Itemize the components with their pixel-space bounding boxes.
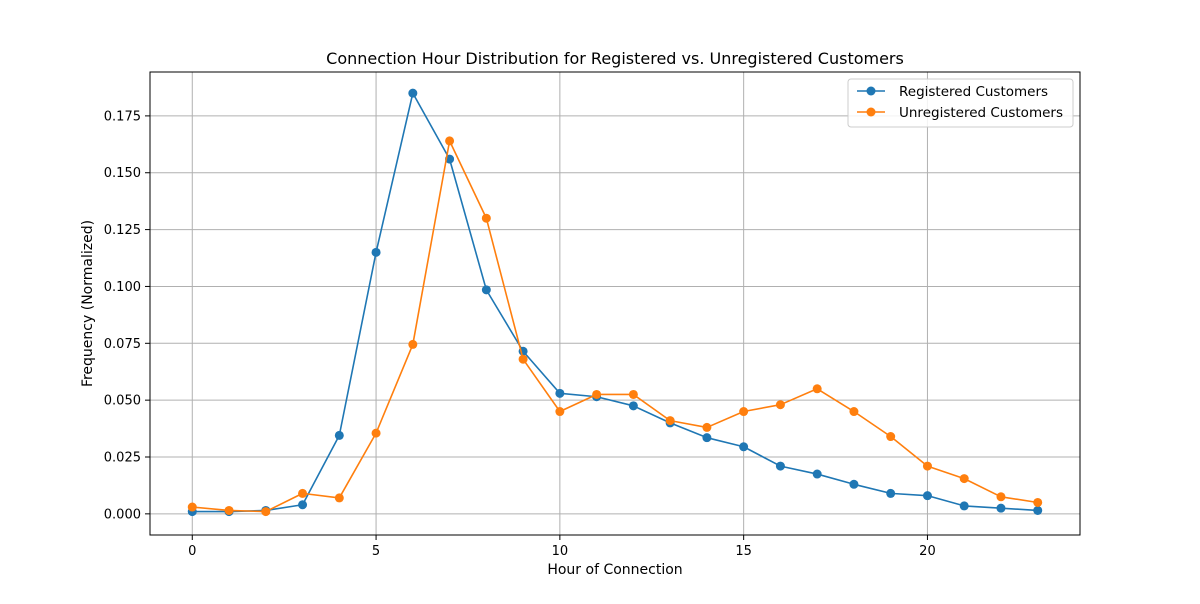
y-tick-label: 0.125 xyxy=(104,223,141,238)
data-point-unregistered-customers xyxy=(592,389,602,399)
x-axis-label: Hour of Connection xyxy=(547,562,682,578)
data-point-registered-customers xyxy=(886,488,896,498)
legend-item-registered-customers: Registered Customers xyxy=(857,84,1048,100)
legend-box xyxy=(847,78,1074,128)
x-tick-label: 20 xyxy=(919,544,936,559)
data-point-unregistered-customers xyxy=(518,354,528,364)
data-point-registered-customers xyxy=(555,388,565,398)
legend: Registered Customers Unregistered Custome… xyxy=(847,78,1074,128)
y-tick-label: 0.050 xyxy=(104,394,141,409)
plot-frame xyxy=(149,71,1081,536)
y-tick-label: 0.000 xyxy=(104,507,141,522)
data-point-unregistered-customers xyxy=(1033,497,1043,507)
y-tick-label: 0.075 xyxy=(104,337,141,352)
data-point-unregistered-customers xyxy=(408,339,418,349)
data-point-unregistered-customers xyxy=(481,213,491,223)
chart-title: Connection Hour Distribution for Registe… xyxy=(326,49,904,68)
data-point-registered-customers xyxy=(702,433,712,443)
data-point-unregistered-customers xyxy=(922,461,932,471)
data-point-unregistered-customers xyxy=(702,422,712,432)
data-point-registered-customers xyxy=(849,479,859,489)
data-point-registered-customers xyxy=(922,491,932,501)
data-point-unregistered-customers xyxy=(628,389,638,399)
legend-marker xyxy=(866,107,876,117)
tick-layer: 0 5 10 15 20 0.000 0.025 0.050 0.075 0.100 0.125 0.… xyxy=(104,109,936,559)
x-tick-label: 5 xyxy=(372,544,380,559)
data-point-unregistered-customers xyxy=(739,407,749,417)
series-layer xyxy=(187,88,1043,517)
series-line-unregistered-customers xyxy=(192,140,1038,513)
y-tick-label: 0.100 xyxy=(104,280,141,295)
x-tick-label: 15 xyxy=(735,544,752,559)
data-point-registered-customers xyxy=(481,285,491,295)
legend-label: Unregistered Customers xyxy=(899,105,1063,121)
x-tick-label: 0 xyxy=(188,544,196,559)
legend-marker xyxy=(866,86,876,96)
data-point-unregistered-customers xyxy=(298,488,308,498)
data-point-registered-customers xyxy=(298,500,308,510)
data-point-unregistered-customers xyxy=(555,407,565,417)
data-point-unregistered-customers xyxy=(812,384,822,394)
data-point-unregistered-customers xyxy=(886,432,896,442)
data-point-registered-customers xyxy=(959,501,969,511)
data-point-registered-customers xyxy=(775,461,785,471)
grid-layer xyxy=(150,72,1080,535)
data-point-registered-customers xyxy=(996,503,1006,513)
data-point-unregistered-customers xyxy=(445,136,455,146)
series-unregistered-customers xyxy=(187,136,1043,517)
data-point-registered-customers xyxy=(628,401,638,411)
data-point-unregistered-customers xyxy=(775,400,785,410)
data-point-unregistered-customers xyxy=(224,505,234,515)
data-point-unregistered-customers xyxy=(187,502,197,512)
data-point-unregistered-customers xyxy=(959,474,969,484)
series-line-registered-customers xyxy=(192,92,1038,513)
data-point-registered-customers xyxy=(334,430,344,440)
data-point-unregistered-customers xyxy=(371,428,381,438)
series-registered-customers xyxy=(187,88,1043,517)
data-point-unregistered-customers xyxy=(849,407,859,417)
legend-label: Registered Customers xyxy=(899,84,1048,100)
data-point-unregistered-customers xyxy=(334,493,344,503)
legend-item-unregistered-customers: Unregistered Customers xyxy=(857,105,1063,121)
y-tick-label: 0.025 xyxy=(104,450,141,465)
y-tick-label: 0.175 xyxy=(104,109,141,124)
y-tick-label: 0.150 xyxy=(104,166,141,181)
data-point-registered-customers xyxy=(408,88,418,98)
data-point-registered-customers xyxy=(739,442,749,452)
y-axis-label: Frequency (Normalized) xyxy=(80,220,96,387)
data-point-unregistered-customers xyxy=(665,416,675,426)
data-point-unregistered-customers xyxy=(261,507,271,517)
data-point-registered-customers xyxy=(371,247,381,257)
x-tick-label: 10 xyxy=(552,544,569,559)
data-point-registered-customers xyxy=(1033,505,1043,515)
data-point-registered-customers xyxy=(812,469,822,479)
data-point-unregistered-customers xyxy=(996,492,1006,502)
